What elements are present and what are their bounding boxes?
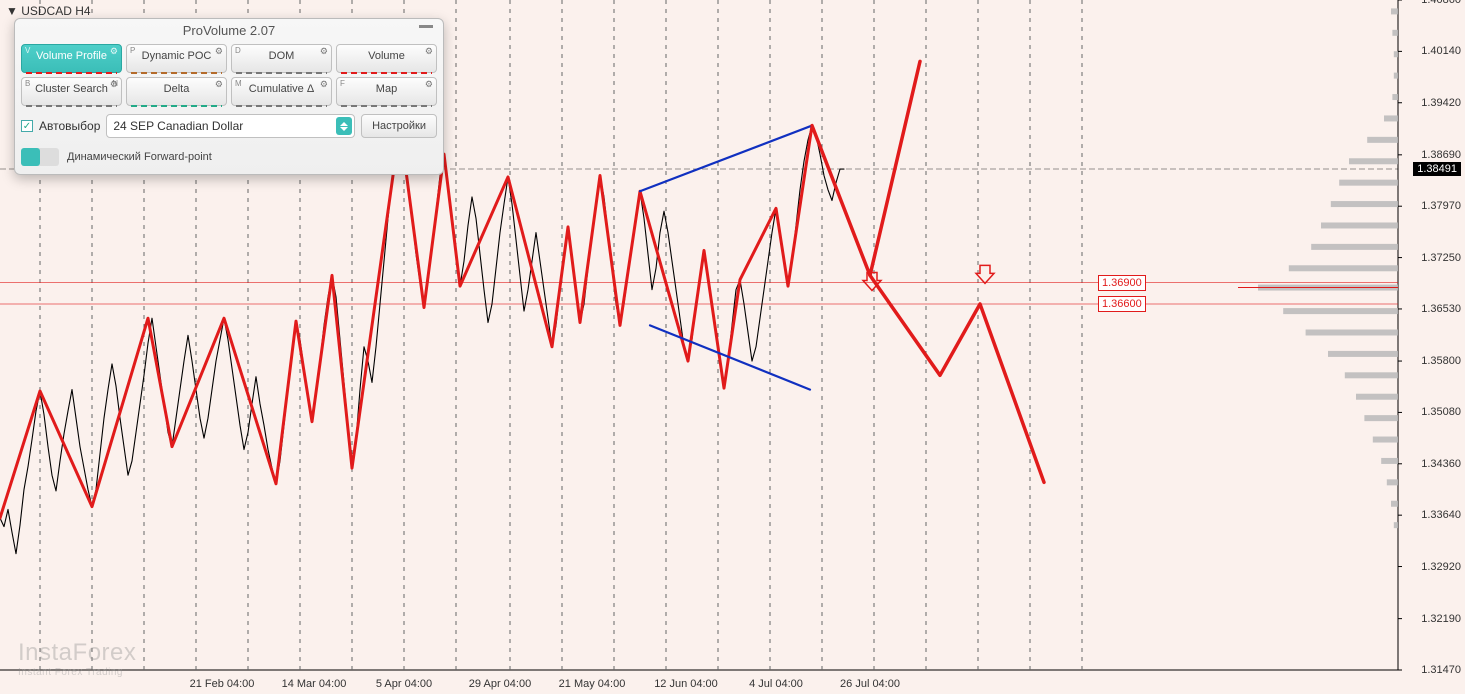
x-tick-label: 21 May 04:00 xyxy=(559,678,626,690)
hotkey-label: M xyxy=(235,79,242,88)
gear-icon[interactable]: ⚙ xyxy=(320,79,328,90)
panel-button-label: Dynamic POC xyxy=(129,50,224,62)
dropdown-value: 24 SEP Canadian Dollar xyxy=(113,119,243,133)
instrument-dropdown[interactable]: 24 SEP Canadian Dollar xyxy=(106,114,355,138)
y-tick-label: 1.32190 xyxy=(1421,613,1461,625)
price-level-label: 1.36900 xyxy=(1098,275,1146,291)
gear-icon[interactable]: ⚙ xyxy=(215,79,223,90)
hotkey-label: D xyxy=(235,46,241,55)
toggle-knob xyxy=(21,148,40,166)
panel-title: ProVolume 2.07 xyxy=(15,19,443,42)
panel-button-cluster-search[interactable]: BN⚙Cluster Search xyxy=(21,77,122,106)
x-tick-label: 4 Jul 04:00 xyxy=(749,678,803,690)
y-tick-label: 1.33640 xyxy=(1421,509,1461,521)
panel-row-toggle: Динамический Forward-point xyxy=(15,144,443,174)
price-level-label: 1.36600 xyxy=(1098,296,1146,312)
gear-icon[interactable]: ⚙ xyxy=(215,46,223,57)
panel-button-label: DOM xyxy=(234,50,329,62)
y-tick-label: 1.34360 xyxy=(1421,458,1461,470)
panel-row-1: V⚙Volume ProfileP⚙Dynamic POCD⚙DOM⚙Volum… xyxy=(15,42,443,75)
panel-button-delta[interactable]: ⚙Delta xyxy=(126,77,227,106)
panel-button-label: Delta xyxy=(129,83,224,95)
button-dash-indicator xyxy=(26,99,117,103)
y-tick-label: 1.40140 xyxy=(1421,45,1461,57)
settings-button[interactable]: Настройки xyxy=(361,114,437,138)
gear-icon[interactable]: ⚙ xyxy=(110,46,118,57)
panel-title-text: ProVolume 2.07 xyxy=(183,23,276,38)
hotkey-label: V xyxy=(25,46,30,55)
chart-root: ▼ USDCAD H4 ProVolume 2.07 V⚙Volume Prof… xyxy=(0,0,1465,694)
y-tick-label: 1.38690 xyxy=(1421,149,1461,161)
dropdown-spinner-icon[interactable] xyxy=(336,117,352,135)
y-tick-label: 1.32920 xyxy=(1421,561,1461,573)
button-dash-indicator xyxy=(341,99,432,103)
settings-button-label: Настройки xyxy=(372,120,426,132)
panel-button-label: Volume Profile xyxy=(24,50,119,62)
panel-button-label: Cluster Search xyxy=(24,83,119,95)
y-tick-label: 1.36530 xyxy=(1421,303,1461,315)
button-dash-indicator xyxy=(341,66,432,70)
y-tick-label: 1.39420 xyxy=(1421,97,1461,109)
gear-icon[interactable]: ⚙ xyxy=(320,46,328,57)
panel-button-label: Cumulative Δ xyxy=(234,83,329,95)
x-tick-label: 26 Jul 04:00 xyxy=(840,678,900,690)
panel-button-map[interactable]: F ⚙Map xyxy=(336,77,437,106)
gear-icon[interactable]: ⚙ xyxy=(425,46,433,57)
button-dash-indicator xyxy=(131,99,222,103)
y-tick-label: 1.35080 xyxy=(1421,406,1461,418)
forward-point-toggle[interactable] xyxy=(21,148,59,166)
y-tick-label: 1.31470 xyxy=(1421,664,1461,676)
panel-button-label: Map xyxy=(339,83,434,95)
button-dash-indicator xyxy=(26,66,117,70)
forward-point-label: Динамический Forward-point xyxy=(67,151,212,163)
x-tick-label: 21 Feb 04:00 xyxy=(190,678,255,690)
y-tick-label: 1.37250 xyxy=(1421,252,1461,264)
chart-title: ▼ USDCAD H4 xyxy=(6,4,91,18)
hotkey-label: B xyxy=(25,79,30,88)
auto-select-label: Автовыбор xyxy=(39,119,100,133)
hotkey-label: F xyxy=(340,79,345,88)
y-tick-label: 1.35800 xyxy=(1421,355,1461,367)
watermark-line1: InstaForex xyxy=(18,639,136,667)
panel-button-dom[interactable]: D ⚙DOM xyxy=(231,44,332,73)
panel-row-controls: ✓ Автовыбор 24 SEP Canadian Dollar Настр… xyxy=(15,108,443,144)
y-tick-label: 1.37970 xyxy=(1421,200,1461,212)
gear-icon[interactable]: ⚙ xyxy=(425,79,433,90)
auto-select-checkbox[interactable]: ✓ xyxy=(21,120,33,132)
panel-row-2: BN⚙Cluster Search⚙DeltaM⚙Cumulative ΔF⚙M… xyxy=(15,75,443,108)
current-price-tag: 1.38491 xyxy=(1413,162,1461,176)
button-dash-indicator xyxy=(236,66,327,70)
panel-button-dynamic-poc[interactable]: P ⚙Dynamic POC xyxy=(126,44,227,73)
button-dash-indicator xyxy=(236,99,327,103)
minimize-icon[interactable] xyxy=(419,25,433,28)
y-tick-label: 1.40860 xyxy=(1421,0,1461,6)
hotkey-label: P xyxy=(130,46,135,55)
x-tick-label: 5 Apr 04:00 xyxy=(376,678,432,690)
panel-button-cumulative-[interactable]: M ⚙Cumulative Δ xyxy=(231,77,332,106)
panel-button-volume-profile[interactable]: V ⚙Volume Profile xyxy=(21,44,122,73)
provolume-panel: ProVolume 2.07 V⚙Volume ProfileP⚙Dynamic… xyxy=(14,18,444,175)
panel-button-label: Volume xyxy=(339,50,434,62)
button-dash-indicator xyxy=(131,66,222,70)
x-tick-label: 14 Mar 04:00 xyxy=(282,678,347,690)
watermark: InstaForex Instant Forex Trading xyxy=(18,639,136,678)
panel-button-volume[interactable]: ⚙Volume xyxy=(336,44,437,73)
gear-icon[interactable]: ⚙ xyxy=(110,79,118,90)
x-tick-label: 12 Jun 04:00 xyxy=(654,678,718,690)
watermark-line2: Instant Forex Trading xyxy=(18,667,136,678)
x-tick-label: 29 Apr 04:00 xyxy=(469,678,531,690)
